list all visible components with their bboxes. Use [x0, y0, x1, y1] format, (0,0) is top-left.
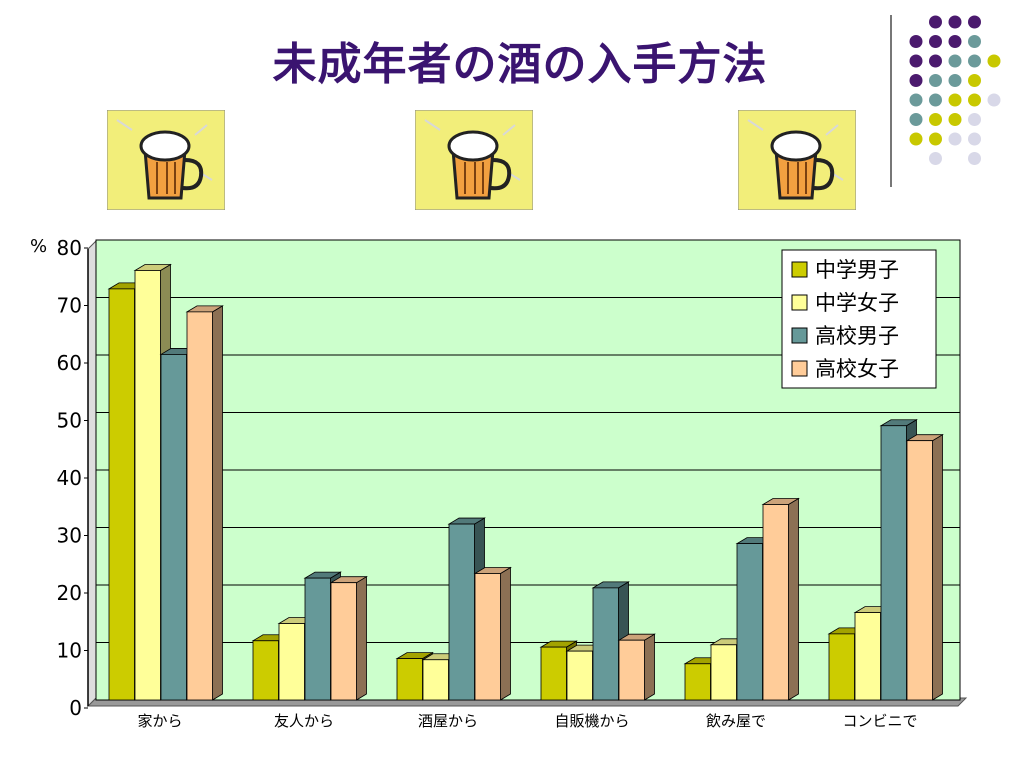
bar	[134, 270, 161, 701]
bar	[592, 587, 619, 701]
bar-side	[644, 633, 655, 701]
decorative-dot	[909, 54, 923, 68]
bar-side	[788, 497, 799, 701]
x-tick-label: 友人から	[274, 712, 334, 730]
x-tick-label: 酒屋から	[418, 712, 478, 730]
bar	[252, 640, 279, 701]
legend-swatch	[791, 294, 808, 311]
legend-label: 高校女子	[815, 357, 899, 381]
decorative-dot	[968, 54, 981, 68]
bar-chart: 0 10 20 30 40 50 60 70 80% 家から 友人から 酒屋から 自販機から 飲み屋で コン…	[30, 236, 968, 730]
x-tick-label: 自販機から	[554, 712, 629, 730]
y-tick-label: 0	[69, 696, 82, 720]
decorative-dot	[987, 54, 1001, 68]
decorative-dot	[929, 74, 942, 87]
decorative-dot	[968, 74, 981, 87]
y-tick-label: 20	[57, 581, 82, 605]
bar	[762, 504, 789, 701]
decorative-dot	[948, 54, 962, 68]
bar-side	[500, 566, 511, 701]
decorative-dot	[929, 93, 942, 107]
bar	[736, 543, 763, 701]
bar	[108, 288, 135, 701]
decorative-dot	[948, 74, 962, 87]
y-tick-label: 50	[57, 409, 82, 433]
legend-swatch	[791, 327, 808, 344]
bar	[186, 311, 213, 701]
x-tick-label: 飲み屋で	[706, 712, 766, 730]
decorative-dot	[968, 152, 981, 165]
bar	[304, 577, 331, 701]
legend-label: 中学女子	[815, 291, 899, 315]
decorative-dot	[929, 113, 942, 126]
bar	[422, 659, 449, 701]
decorative-dot	[948, 132, 962, 146]
bar	[880, 425, 907, 701]
bar	[540, 646, 567, 701]
y-axis-label: %	[30, 236, 47, 257]
x-tick-label: 家から	[137, 712, 182, 730]
bar-side	[932, 433, 943, 701]
x-tick-label: コンビニで	[842, 712, 917, 730]
bar	[710, 644, 737, 701]
legend-swatch	[791, 261, 808, 278]
decorative-dot	[968, 113, 981, 126]
decorative-dot	[909, 35, 923, 48]
bar	[566, 650, 593, 701]
decorative-dot	[929, 15, 942, 29]
decorative-dot	[929, 152, 942, 165]
slide-title: 未成年者の酒の入手方法	[272, 39, 768, 90]
chart-side-wall	[87, 239, 97, 708]
bar-side	[212, 305, 223, 701]
decorative-dot	[909, 74, 923, 87]
bar	[396, 658, 423, 701]
y-tick-label: 10	[57, 639, 82, 663]
y-tick-label: 70	[57, 294, 82, 318]
bar	[448, 523, 475, 701]
legend-label: 中学男子	[815, 258, 899, 282]
bar	[906, 440, 933, 701]
decorative-dot	[948, 93, 962, 107]
beer-mug-icon	[738, 110, 856, 210]
decorative-dot	[929, 54, 942, 68]
decorative-dot	[968, 35, 981, 48]
legend-label: 高校男子	[815, 324, 899, 348]
decorative-dot	[948, 35, 962, 48]
bar	[618, 639, 645, 701]
decorative-dot	[909, 93, 923, 107]
bar-side	[356, 575, 367, 701]
y-tick-label: 60	[57, 351, 82, 375]
y-tick-label: 80	[57, 236, 82, 260]
bar	[474, 573, 501, 701]
decorative-dot	[929, 35, 942, 48]
legend-box	[781, 249, 937, 389]
decorative-dot	[948, 113, 962, 126]
bar	[828, 633, 855, 701]
decorative-dot	[968, 93, 981, 107]
decorative-dot	[968, 15, 981, 29]
decorative-dot	[909, 132, 923, 146]
decorative-dot	[909, 113, 923, 126]
decorative-dot	[929, 132, 942, 146]
bar	[330, 582, 357, 701]
divider-line	[890, 15, 892, 187]
beer-mug-icon	[107, 110, 225, 210]
bar	[278, 623, 305, 701]
y-tick-label: 40	[57, 466, 82, 490]
decorative-dot-grid	[909, 15, 1001, 165]
bar	[160, 354, 187, 701]
decorative-dot	[987, 93, 1001, 107]
decorative-dot	[968, 132, 981, 146]
beer-mug-icon	[415, 110, 533, 210]
legend-swatch	[791, 360, 808, 377]
bar	[854, 612, 881, 701]
bar	[684, 663, 711, 701]
decorative-dot	[948, 15, 962, 29]
y-tick-label: 30	[57, 524, 82, 548]
